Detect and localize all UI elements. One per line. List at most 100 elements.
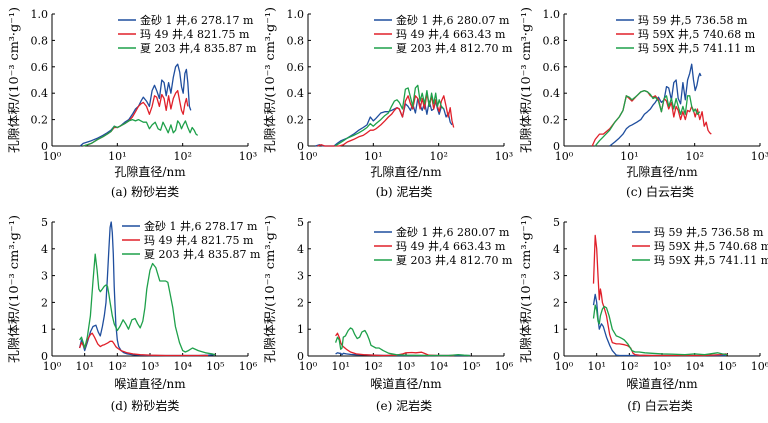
- y-tick-label: 2: [41, 296, 48, 309]
- x-axis-label: 孔隙直径/nm: [626, 165, 698, 179]
- x-axis-label: 孔隙直径/nm: [114, 165, 186, 179]
- x-tick-label: 10⁰: [43, 360, 62, 373]
- y-tick-label: 0: [553, 350, 560, 363]
- x-tick-label: 10¹: [108, 150, 126, 163]
- series-line-1: [317, 92, 455, 147]
- x-axis-label: 喉道直径/nm: [626, 377, 698, 391]
- y-tick-label: 0.6: [543, 61, 561, 74]
- panel-caption: (a) 粉砂岩类: [111, 184, 179, 199]
- y-tick-label: 0.8: [287, 34, 305, 47]
- legend-entry: 玛 59 井,5 736.58 m: [654, 225, 764, 239]
- panel-a: 0 0.2 0.4 0.6 0.8 1.0 10⁰ 10¹ 10² 10³ 孔隙直径/nm 孔隙体积/…: [7, 7, 257, 199]
- y-tick-label: 0.6: [31, 61, 49, 74]
- x-tick-label: 10³: [751, 150, 768, 163]
- legend-entry: 金砂 1 井,6 278.17 m: [140, 13, 254, 27]
- legend-entry: 玛 49 井,4 663.43 m: [396, 27, 506, 41]
- y-tick-label: 5: [297, 216, 304, 229]
- y-tick-label: 4: [41, 243, 48, 256]
- y-tick-label: 0: [553, 140, 560, 153]
- x-tick-label: 10⁴: [429, 360, 448, 373]
- y-axis-label: 孔隙体积/(10⁻³ cm³·g⁻¹): [519, 7, 533, 153]
- panel-b: 0 0.2 0.4 0.6 0.8 1.0 10⁰ 10¹ 10² 10³ 孔隙直径/nm 孔隙体积/…: [263, 7, 513, 199]
- panel-caption: (e) 泥岩类: [376, 398, 432, 413]
- x-tick-label: 10⁰: [43, 150, 62, 163]
- x-tick-label: 10¹: [364, 150, 382, 163]
- series-line-2: [594, 89, 701, 147]
- x-tick-label: 10⁰: [555, 150, 574, 163]
- x-tick-label: 10³: [495, 150, 513, 163]
- y-tick-label: 4: [553, 243, 560, 256]
- legend-entry: 玛 49 井,4 821.75 m: [144, 233, 254, 247]
- y-tick-label: 0.6: [287, 61, 305, 74]
- x-tick-label: 10¹: [331, 360, 349, 373]
- x-tick-label: 10³: [397, 360, 415, 373]
- y-tick-label: 0.2: [543, 114, 561, 127]
- y-tick-label: 0.8: [31, 34, 49, 47]
- x-tick-label: 10⁴: [173, 360, 192, 373]
- legend-entry: 玛 59X 井,5 740.68 m: [654, 239, 768, 253]
- series-line-2: [334, 327, 470, 357]
- y-tick-label: 0.4: [31, 87, 49, 100]
- x-tick-label: 10⁴: [685, 360, 704, 373]
- panel-f: 0 1 2 3 4 5 10⁰ 10¹ 10² 10³ 10⁴ 10⁵ 10⁶ 喉道直径/nm 孔隙体积/(…: [519, 215, 768, 413]
- series-line-2: [83, 118, 199, 147]
- y-tick-label: 3: [553, 270, 560, 283]
- x-tick-label: 10⁵: [206, 360, 224, 373]
- panel-caption: (b) 泥岩类: [376, 184, 433, 199]
- legend-entry: 玛 59X 井,5 741.11 m: [654, 253, 768, 267]
- y-tick-label: 3: [297, 270, 304, 283]
- x-tick-label: 10²: [429, 150, 447, 163]
- series-line-0: [79, 63, 192, 147]
- y-tick-label: 5: [41, 216, 48, 229]
- x-axis-label: 喉道直径/nm: [114, 377, 186, 391]
- y-tick-label: 0.4: [287, 87, 305, 100]
- y-tick-label: 0.2: [287, 114, 305, 127]
- x-tick-label: 10⁶: [239, 360, 258, 373]
- x-tick-label: 10³: [141, 360, 159, 373]
- x-tick-label: 10⁵: [462, 360, 480, 373]
- x-tick-label: 10¹: [587, 360, 605, 373]
- series-line-2: [79, 253, 216, 356]
- x-tick-label: 10²: [685, 150, 703, 163]
- y-tick-label: 2: [297, 296, 304, 309]
- x-axis-label: 孔隙直径/nm: [370, 165, 442, 179]
- legend-entry: 玛 49 井,4 663.43 m: [396, 239, 506, 253]
- x-tick-label: 10³: [239, 150, 257, 163]
- legend-entry: 玛 59X 井,5 741.11 m: [638, 41, 756, 55]
- y-axis-label: 孔隙体积/(10⁻³ cm³·g⁻¹): [7, 215, 21, 363]
- y-tick-label: 1: [41, 323, 48, 336]
- y-tick-label: 0.4: [543, 87, 561, 100]
- y-axis-label: 孔隙体积/(10⁻³ cm³·g⁻¹): [263, 7, 277, 153]
- legend-entry: 玛 59 井,5 736.58 m: [638, 13, 748, 27]
- x-tick-label: 10⁶: [751, 360, 768, 373]
- x-tick-label: 10³: [653, 360, 671, 373]
- x-axis-label: 喉道直径/nm: [370, 377, 442, 391]
- y-axis-label: 孔隙体积/(10⁻³ cm³·g⁻¹): [7, 7, 21, 153]
- series-line-2: [592, 304, 728, 356]
- x-tick-label: 10⁶: [495, 360, 514, 373]
- legend-entry: 金砂 1 井,6 278.17 m: [144, 219, 258, 233]
- series-line-0: [592, 293, 726, 357]
- y-tick-label: 1: [553, 323, 560, 336]
- series-line-0: [609, 63, 702, 147]
- legend-entry: 夏 203 井,4 835.87 m: [144, 247, 261, 261]
- x-tick-label: 10²: [173, 150, 191, 163]
- y-tick-label: 0: [41, 140, 48, 153]
- series-line-1: [78, 332, 209, 357]
- y-tick-label: 1.0: [287, 8, 305, 21]
- legend-entry: 玛 59X 井,5 740.68 m: [638, 27, 756, 41]
- y-tick-label: 4: [297, 243, 304, 256]
- y-tick-label: 1.0: [31, 8, 49, 21]
- panel-caption: (d) 粉砂岩类: [111, 398, 180, 413]
- y-tick-label: 0: [297, 350, 304, 363]
- y-tick-label: 1.0: [543, 8, 561, 21]
- x-tick-label: 10²: [108, 360, 126, 373]
- series-line-1: [592, 234, 728, 357]
- y-axis-label: 孔隙体积/(10⁻³ cm³·g⁻¹): [519, 215, 533, 363]
- y-tick-label: 0: [41, 350, 48, 363]
- x-tick-label: 10⁰: [299, 360, 318, 373]
- x-tick-label: 10¹: [75, 360, 93, 373]
- series-line-1: [591, 89, 712, 147]
